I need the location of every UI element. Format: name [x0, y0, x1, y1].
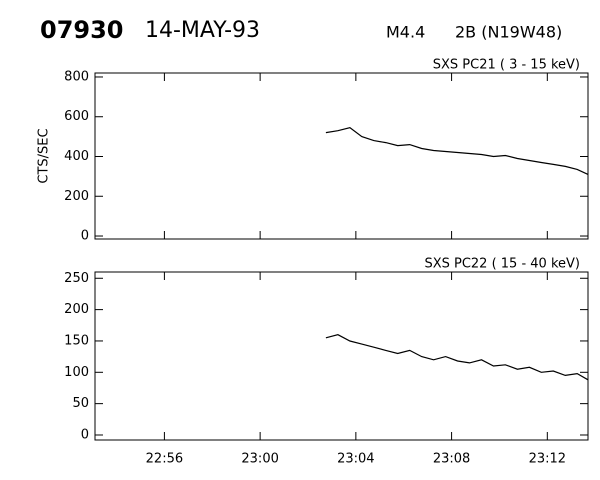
y-tick-label: 0 — [81, 427, 89, 442]
y-tick-label: 200 — [64, 189, 89, 204]
data-line — [325, 334, 589, 381]
y-tick-label: 50 — [72, 396, 89, 411]
panel-title: SXS PC22 ( 15 - 40 keV) — [424, 257, 580, 272]
y-tick-label: 800 — [64, 69, 89, 84]
y-tick-label: 200 — [64, 302, 89, 317]
y-tick-label: 150 — [64, 333, 89, 348]
y-tick-label: 0 — [81, 229, 89, 244]
data-line — [325, 127, 589, 175]
y-axis-label: CTS/SEC — [37, 128, 52, 183]
plot-frame — [94, 271, 589, 441]
flare-location: 2B (N19W48) — [455, 23, 562, 42]
x-tick-label: 23:04 — [337, 452, 374, 467]
plot-frame — [94, 72, 589, 240]
x-tick-label: 23:00 — [241, 452, 278, 467]
y-tick-label: 250 — [64, 271, 89, 286]
x-tick-label: 22:56 — [146, 452, 183, 467]
y-tick-label: 400 — [64, 149, 89, 164]
flare-class: M4.4 — [386, 23, 425, 42]
date: 14-MAY-93 — [145, 18, 260, 43]
panel-title: SXS PC21 ( 3 - 15 keV) — [433, 58, 580, 73]
event-id: 07930 — [40, 16, 124, 44]
x-tick-label: 23:08 — [433, 452, 470, 467]
y-tick-label: 600 — [64, 109, 89, 124]
x-tick-label: 23:12 — [529, 452, 566, 467]
y-tick-label: 100 — [64, 365, 89, 380]
